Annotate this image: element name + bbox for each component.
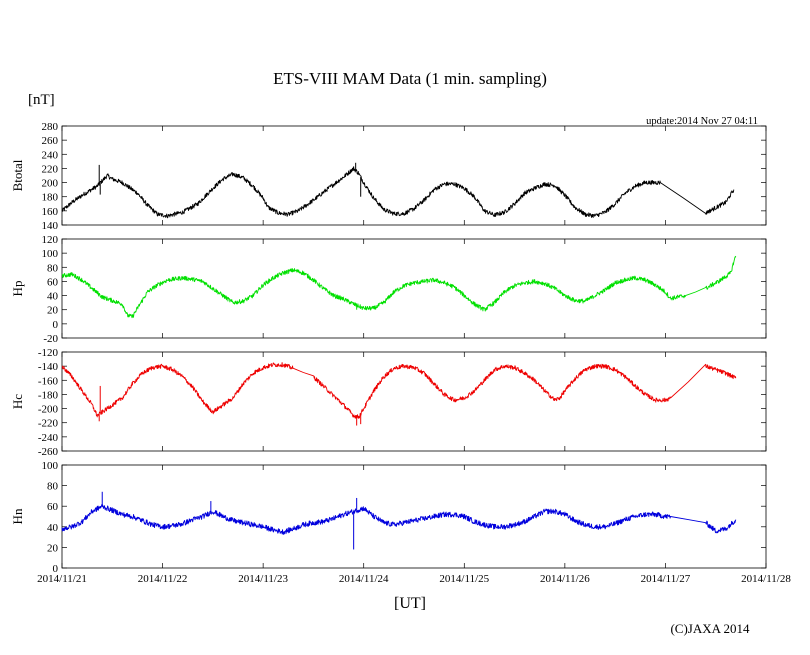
y-tick-label: 220 — [42, 163, 59, 175]
chart-title: ETS-VIII MAM Data (1 min. sampling) — [273, 69, 547, 88]
unit-label: [nT] — [28, 92, 55, 108]
panel-hc: -260 -240 -220 -200 -180 -160 -140 -120 Hc — [10, 347, 767, 458]
panel-frame — [61, 464, 767, 569]
series-line-hc — [61, 362, 737, 419]
y-tick-label: 140 — [42, 220, 59, 232]
panel-frame — [61, 238, 767, 339]
y-tick-label: 100 — [42, 248, 59, 260]
y-tick-label: 200 — [42, 178, 59, 190]
x-tick-label: 2014/11/25 — [439, 573, 489, 585]
y-tick-label: 60 — [47, 276, 59, 288]
y-tick-label: 180 — [42, 192, 59, 204]
y-tick-label: 80 — [47, 262, 59, 274]
y-tick-label: 240 — [42, 149, 59, 161]
x-tick-label: 2014/11/21 — [37, 573, 87, 585]
y-tick-label: 20 — [47, 542, 59, 554]
y-axis-label: Btotal — [10, 159, 25, 191]
y-tick-label: 0 — [53, 563, 59, 575]
panel-frame — [61, 125, 767, 226]
series-line-hn — [61, 504, 737, 535]
x-tick-label: 2014/11/22 — [138, 573, 188, 585]
panel-frame — [61, 351, 767, 452]
y-tick-label: 100 — [42, 460, 59, 472]
y-tick-label: -20 — [43, 333, 58, 345]
x-axis-label: [UT] — [394, 595, 426, 612]
y-axis-label: Hn — [10, 508, 25, 524]
y-axis-label: Hc — [10, 394, 25, 409]
panels-group: 140160180200220240260280Btotal-200204060… — [10, 121, 767, 575]
y-tick-label: 160 — [42, 206, 59, 218]
y-tick-label: 80 — [47, 481, 59, 493]
y-tick-label: 120 — [42, 234, 59, 246]
y-axis-label: Hp — [10, 281, 25, 297]
panel-hp: -20 0 20 40 60 80 100 120 Hp — [10, 234, 767, 345]
y-tick-label: 260 — [42, 135, 59, 147]
y-tick-label: 0 — [53, 319, 59, 331]
y-tick-label: 40 — [47, 522, 59, 534]
y-tick-label: 20 — [47, 305, 59, 317]
y-tick-label: -200 — [38, 404, 59, 416]
y-tick-label: -260 — [38, 446, 59, 458]
series-line-hp — [61, 255, 737, 319]
series-line-btotal — [61, 166, 735, 219]
y-tick-label: -120 — [38, 347, 59, 359]
y-tick-label: -220 — [38, 418, 59, 430]
x-tick-label: 2014/11/24 — [339, 573, 389, 585]
panel-btotal: 140 160 180 200 220 240 260 280 Btotal — [10, 121, 767, 232]
y-tick-label: 40 — [47, 291, 59, 303]
x-axis: 2014/11/21 2014/11/22 2014/11/23 2014/11/24… — [37, 573, 791, 585]
y-tick-label: 280 — [42, 121, 59, 133]
y-tick-label: -180 — [38, 389, 59, 401]
x-tick-label: 2014/11/27 — [641, 573, 691, 585]
y-tick-label: 60 — [47, 501, 59, 513]
y-tick-label: -140 — [38, 361, 59, 373]
x-tick-label: 2014/11/28 — [741, 573, 791, 585]
x-tick-label: 2014/11/26 — [540, 573, 590, 585]
y-tick-label: -160 — [38, 375, 59, 387]
y-tick-label: -240 — [38, 432, 59, 444]
x-tick-label: 2014/11/23 — [238, 573, 288, 585]
panel-hn: 0 20 40 60 80 100 Hn — [10, 460, 767, 575]
copyright-credit: (C)JAXA 2014 — [670, 621, 750, 636]
update-timestamp: update:2014 Nov 27 04:11 — [646, 116, 758, 127]
